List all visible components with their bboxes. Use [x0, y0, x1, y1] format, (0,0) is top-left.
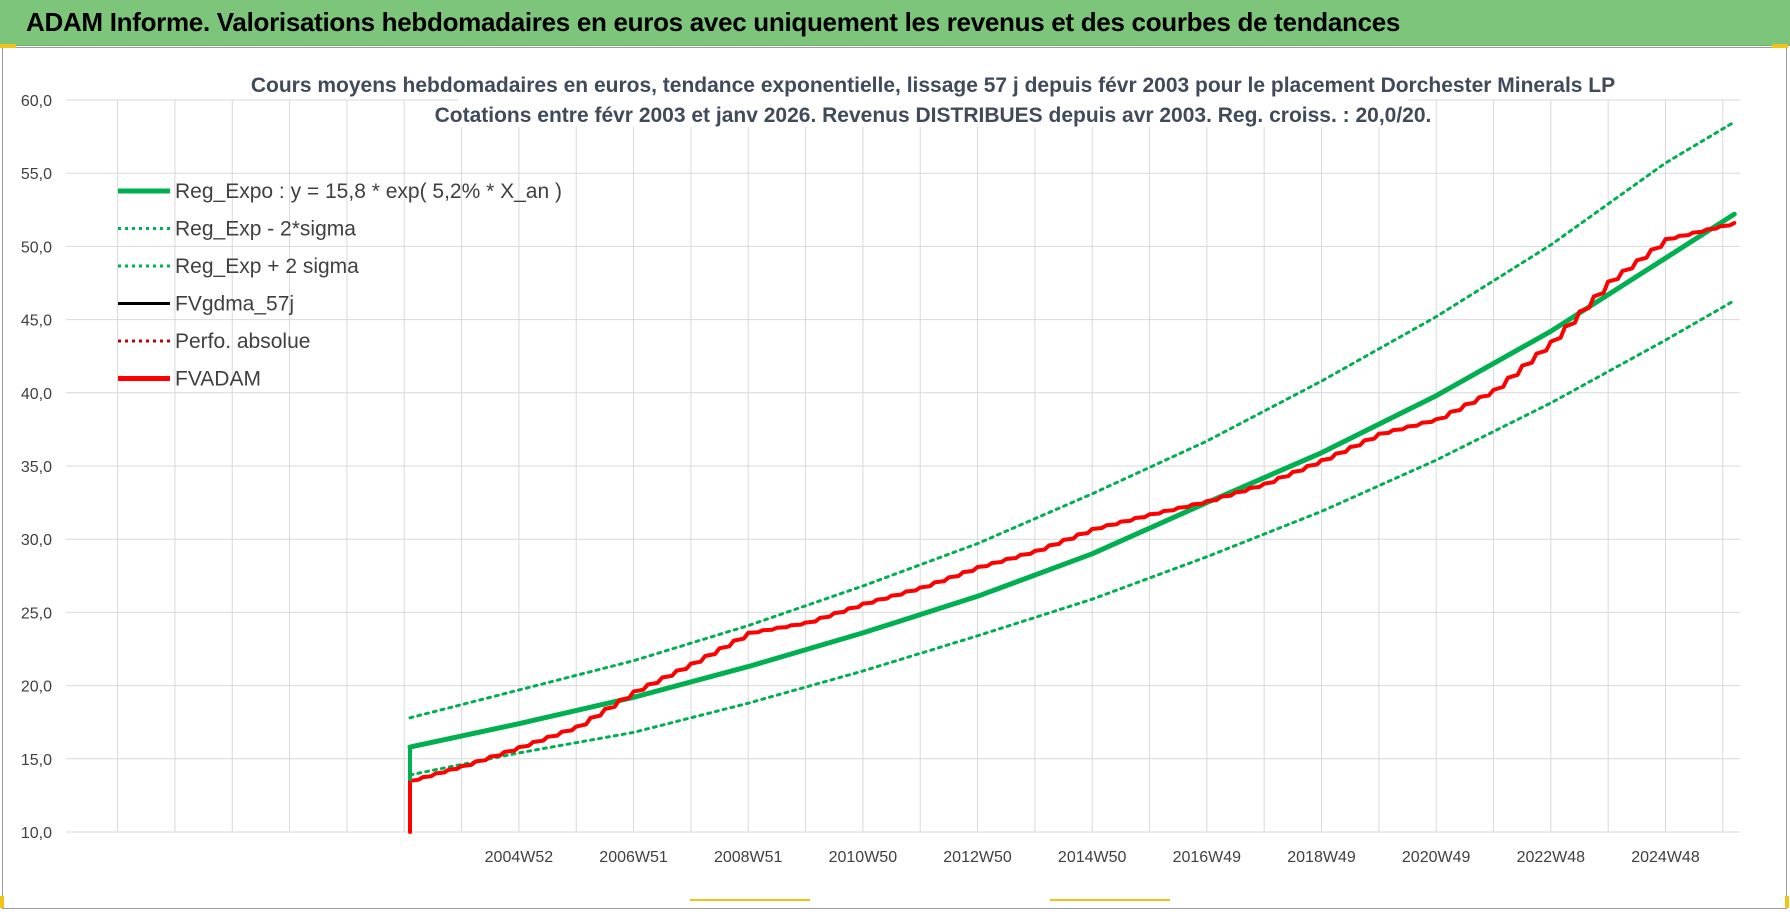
header-bar: ADAM Informe. Valorisations hebdomadaire… [0, 0, 1790, 46]
x-tick-label: 2024W48 [1631, 849, 1700, 866]
x-tick-label: 2016W49 [1173, 849, 1242, 866]
x-axis: 2004W52 2006W51 2008W51 2010W50 2012W50 2014W… [485, 849, 1700, 866]
x-tick-label: 2018W49 [1287, 849, 1356, 866]
legend-label: Reg_Exp - 2*sigma [175, 218, 356, 241]
y-tick-label: 55,0 [21, 166, 52, 183]
x-tick-label: 2020W49 [1402, 849, 1471, 866]
chart-title: Cours moyens hebdomadaires en euros, ten… [251, 69, 1615, 127]
x-tick-label: 2008W51 [714, 849, 783, 866]
y-tick-label: 50,0 [21, 239, 52, 256]
legend-label: Reg_Exp + 2 sigma [175, 255, 359, 278]
y-tick-label: 60,0 [21, 93, 52, 110]
x-tick-label: 2014W50 [1058, 849, 1127, 866]
y-tick-label: 20,0 [21, 679, 52, 696]
legend-label: FVgdma_57j [175, 293, 294, 316]
x-tick-label: 2010W50 [829, 849, 898, 866]
corner-mark [1785, 896, 1789, 908]
x-tick-label: 2004W52 [485, 849, 554, 866]
chart-title-line: Cotations entre févr 2003 et janv 2026. … [435, 104, 1432, 127]
grid [66, 99, 1740, 833]
series-line-reg-expo [407, 211, 1737, 750]
corner-mark [690, 899, 810, 901]
y-tick-label: 15,0 [21, 752, 52, 769]
title-backdrop [304, 69, 1562, 97]
title-backdrop [457, 99, 1409, 127]
corner-mark [0, 44, 16, 48]
page-title: ADAM Informe. Valorisations hebdomadaire… [26, 7, 1401, 37]
y-tick-label: 35,0 [21, 459, 52, 476]
x-tick-label: 2006W51 [599, 849, 668, 866]
chart-frame [2, 47, 1787, 909]
y-axis: 10,0 15,0 20,0 25,0 30,0 35,0 40,0 45,0 50,0 55,0… [21, 93, 52, 842]
corner-mark [0, 896, 4, 908]
y-tick-label: 10,0 [21, 825, 52, 842]
legend-label: Reg_Expo : y = 15,8 * exp( 5,2% * X_an ) [175, 180, 562, 203]
series-line-reg-exp-plus-2sigma [408, 120, 1736, 720]
legend-label: FVADAM [175, 368, 261, 391]
legend-label: Perfo. absolue [175, 330, 310, 353]
corner-mark [1772, 44, 1788, 48]
x-tick-label: 2012W50 [943, 849, 1012, 866]
series-line-reg-exp-minus-2sigma [408, 299, 1736, 777]
corner-mark [1050, 899, 1170, 901]
series-line-fvadam [408, 221, 1737, 834]
chart-title-line: Cours moyens hebdomadaires en euros, ten… [251, 74, 1615, 97]
y-tick-label: 45,0 [21, 313, 52, 330]
y-tick-label: 30,0 [21, 532, 52, 549]
legend: Reg_Expo : y = 15,8 * exp( 5,2% * X_an )… [118, 180, 562, 391]
plot-area [407, 120, 1737, 834]
x-tick-label: 2022W48 [1517, 849, 1586, 866]
y-tick-label: 40,0 [21, 386, 52, 403]
y-tick-label: 25,0 [21, 605, 52, 622]
